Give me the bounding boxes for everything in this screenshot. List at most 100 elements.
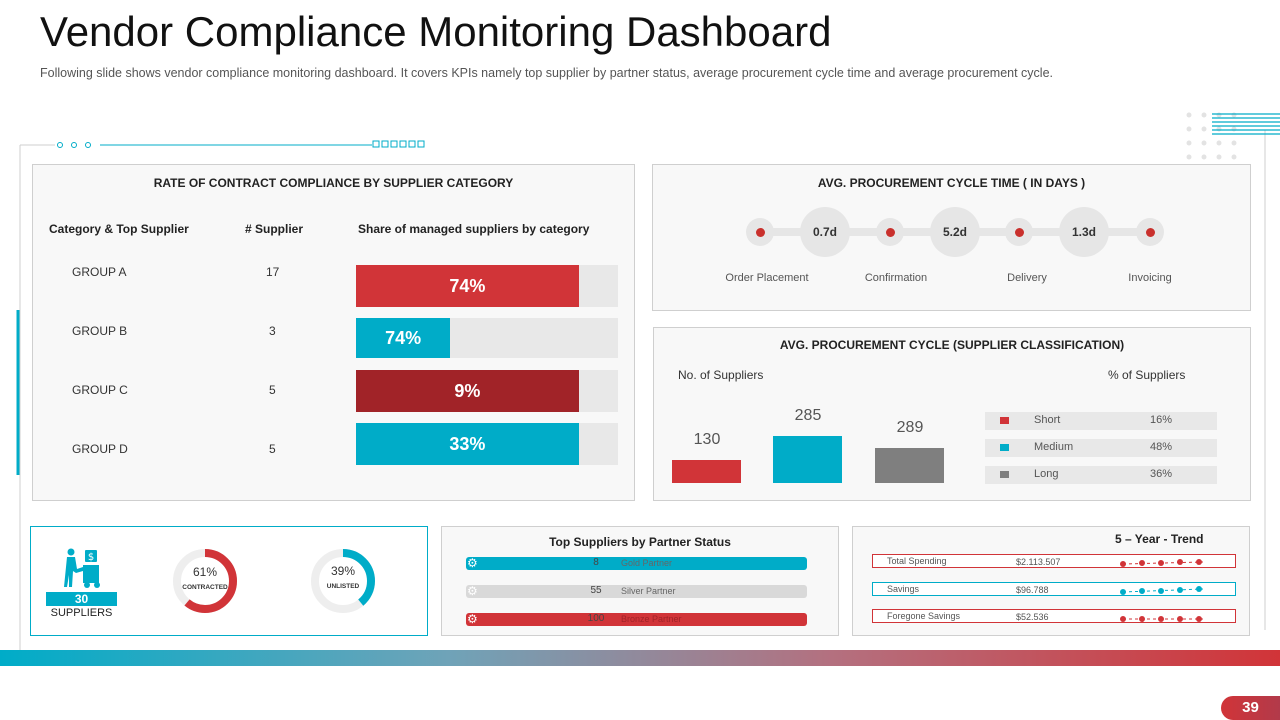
step-marker <box>746 218 774 246</box>
supplier-count: 30 <box>46 592 117 606</box>
contracted-label: CONTRACTED <box>182 584 228 591</box>
legend-row: Medium 48% <box>985 439 1217 457</box>
group-count: 5 <box>269 442 276 456</box>
classification-bar <box>875 448 944 483</box>
group-name: GROUP D <box>72 442 128 456</box>
legend-row: Short 16% <box>985 412 1217 430</box>
step-label: Invoicing <box>1128 272 1172 284</box>
group-count: 3 <box>269 324 276 338</box>
contracted-donut <box>173 549 237 613</box>
trend-sparkline <box>1120 586 1204 595</box>
trend-sparkline <box>1120 616 1203 622</box>
col-header-share: Share of managed suppliers by category <box>358 222 590 236</box>
partner-count: 8 <box>593 557 599 568</box>
contracted-pct: 61% <box>192 565 218 579</box>
page-subtitle: Following slide shows vendor compliance … <box>40 66 1054 80</box>
decorative-frame <box>16 130 1266 650</box>
donut-arc <box>173 549 237 613</box>
legend-name: Medium <box>1034 441 1074 453</box>
col-header-category: Category & Top Supplier <box>49 222 189 236</box>
gear-icon: ⚙ <box>467 584 478 598</box>
unlisted-donut <box>311 549 375 613</box>
step-label: Delivery <box>1007 272 1047 284</box>
partner-row: ⚙ 8 Gold Partner <box>466 556 807 570</box>
legend-row: Long 36% <box>985 466 1217 484</box>
partner-label: Gold Partner <box>621 558 673 568</box>
partner-row: ⚙ 55 Silver Partner <box>466 584 807 598</box>
share-bar: 74% <box>356 265 618 307</box>
cycle-value: 5.2d <box>930 207 980 257</box>
page-number: 39 <box>1221 696 1280 720</box>
trend-value: $96.788 <box>1016 585 1049 595</box>
group-name: GROUP A <box>72 265 127 279</box>
cycle-value: 1.3d <box>1059 207 1109 257</box>
trend-value: $2.113.507 <box>1016 557 1061 567</box>
decorative-pattern <box>1186 112 1280 160</box>
step-label: Order Placement <box>725 272 809 284</box>
trend-value: $52.536 <box>1016 612 1049 622</box>
partner-count: 55 <box>590 585 602 596</box>
legend-pct: 48% <box>1150 441 1173 453</box>
legend-swatch <box>1000 471 1009 478</box>
trend-row: Total Spending $2.113.507 <box>872 554 1236 568</box>
group-count: 17 <box>266 265 280 279</box>
share-bar-fill: 74% <box>356 318 451 358</box>
step-marker <box>1005 218 1033 246</box>
cycle-time-panel: AVG. PROCUREMENT CYCLE TIME ( IN DAYS ) … <box>652 164 1251 311</box>
trend-title: 5 – Year - Trend <box>1115 532 1204 546</box>
compliance-panel: RATE OF CONTRACT COMPLIANCE BY SUPPLIER … <box>32 164 635 501</box>
trend-row: Foregone Savings $52.536 <box>872 609 1236 623</box>
trend-name: Savings <box>887 584 920 594</box>
classification-bar-label: 285 <box>794 407 822 424</box>
share-bar: 33% <box>356 423 618 465</box>
cycle-value: 0.7d <box>800 207 850 257</box>
classification-bar <box>773 436 842 483</box>
group-name: GROUP B <box>72 324 128 338</box>
share-bar-fill: 9% <box>356 370 579 412</box>
gear-icon: ⚙ <box>467 612 478 626</box>
partner-row: ⚙ 100 Bronze Partner <box>466 612 807 626</box>
partner-label: Bronze Partner <box>621 614 682 624</box>
supplier-cart-icon: $ <box>64 548 100 588</box>
classification-bar-label: 130 <box>693 431 721 448</box>
partners-title: Top Suppliers by Partner Status <box>549 535 731 549</box>
group-count: 5 <box>269 383 276 397</box>
legend-name: Short <box>1034 414 1061 426</box>
footer-strip <box>0 650 1280 666</box>
legend-swatch <box>1000 417 1009 424</box>
cycle-time-title: AVG. PROCUREMENT CYCLE TIME ( IN DAYS ) <box>817 176 1086 190</box>
unlisted-pct: 39% <box>330 564 356 578</box>
suppliers-card: $ 30 SUPPLIERS 61% CONTRACTED 39% UNLIST… <box>30 526 428 636</box>
legend-pct: 16% <box>1150 414 1173 426</box>
classification-title: AVG. PROCUREMENT CYCLE (SUPPLIER CLASSIF… <box>779 338 1125 352</box>
legend-swatch <box>1000 444 1009 451</box>
trend-name: Foregone Savings <box>887 611 961 621</box>
unlisted-label: UNLISTED <box>326 583 360 590</box>
step-marker <box>876 218 904 246</box>
suppliers-count-label: No. of Suppliers <box>678 368 764 382</box>
partner-count: 100 <box>587 613 605 624</box>
compliance-title: RATE OF CONTRACT COMPLIANCE BY SUPPLIER … <box>153 176 514 190</box>
svg-text:$: $ <box>88 552 94 563</box>
supplier-label: SUPPLIERS <box>50 607 113 619</box>
group-name: GROUP C <box>72 383 128 397</box>
classification-bar <box>672 460 741 483</box>
classification-bar-label: 289 <box>896 419 924 436</box>
page-title: Vendor Compliance Monitoring Dashboard <box>40 8 832 55</box>
share-bar-fill: 33% <box>356 423 579 465</box>
partner-label: Silver Partner <box>621 586 676 596</box>
gear-icon: ⚙ <box>467 556 478 570</box>
legend-name: Long <box>1034 468 1059 480</box>
step-marker <box>1136 218 1164 246</box>
suppliers-pct-label: % of Suppliers <box>1108 368 1186 382</box>
legend-pct: 36% <box>1150 468 1173 480</box>
trend-row: Savings $96.788 <box>872 582 1236 596</box>
share-bar: 9% <box>356 370 618 412</box>
share-bar: 74% <box>356 318 618 358</box>
donut-arc <box>311 549 375 613</box>
trend-sparkline <box>1120 559 1204 567</box>
col-header-supplier: # Supplier <box>245 222 304 236</box>
step-label: Confirmation <box>864 272 928 284</box>
trend-name: Total Spending <box>887 556 947 566</box>
share-bar-fill: 74% <box>356 265 579 307</box>
